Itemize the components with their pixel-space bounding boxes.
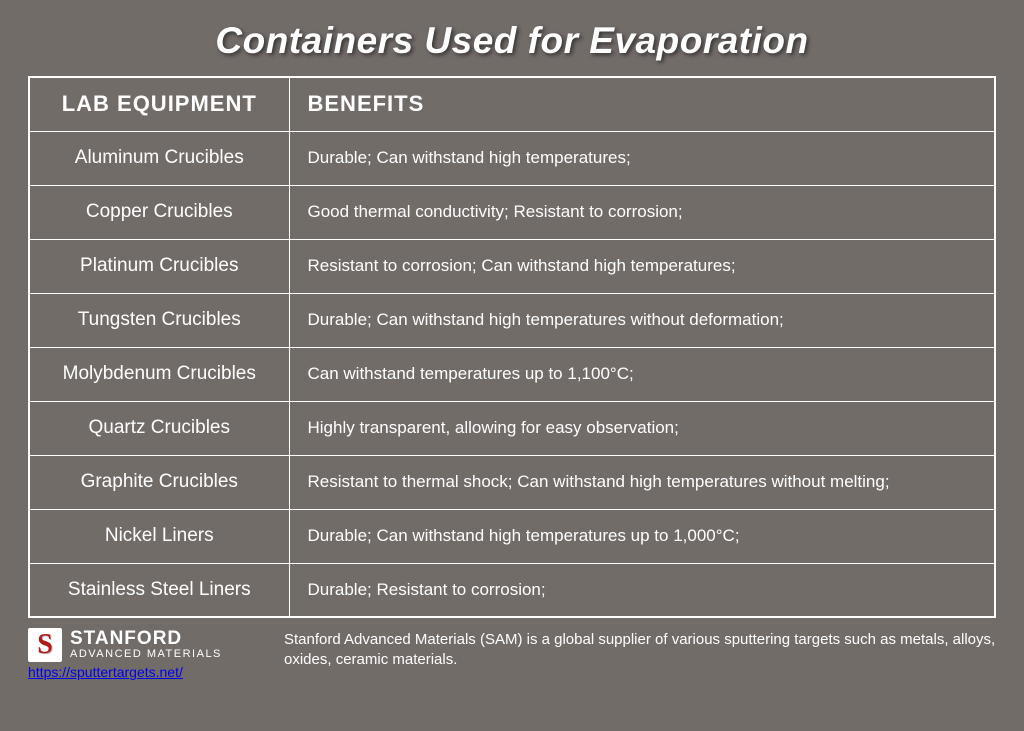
footer: S STANFORD ADVANCED MATERIALS https://sp…	[28, 628, 996, 680]
brand-block: S STANFORD ADVANCED MATERIALS https://sp…	[28, 628, 248, 680]
col-header-equipment: LAB EQUIPMENT	[29, 77, 289, 131]
page: Containers Used for Evaporation LAB EQUI…	[0, 0, 1024, 731]
cell-benefits: Highly transparent, allowing for easy ob…	[289, 401, 995, 455]
cell-benefits: Resistant to corrosion; Can withstand hi…	[289, 239, 995, 293]
table-row: Stainless Steel Liners Durable; Resistan…	[29, 563, 995, 617]
col-header-benefits: BENEFITS	[289, 77, 995, 131]
cell-benefits: Durable; Can withstand high temperatures…	[289, 131, 995, 185]
cell-equipment: Molybdenum Crucibles	[29, 347, 289, 401]
cell-equipment: Graphite Crucibles	[29, 455, 289, 509]
table-row: Quartz Crucibles Highly transparent, all…	[29, 401, 995, 455]
cell-benefits: Resistant to thermal shock; Can withstan…	[289, 455, 995, 509]
brand-text: STANFORD ADVANCED MATERIALS	[70, 629, 222, 660]
footer-description: Stanford Advanced Materials (SAM) is a g…	[284, 628, 996, 671]
table-row: Aluminum Crucibles Durable; Can withstan…	[29, 131, 995, 185]
cell-equipment: Aluminum Crucibles	[29, 131, 289, 185]
brand-url-link[interactable]: https://sputtertargets.net/	[28, 664, 248, 680]
cell-benefits: Durable; Resistant to corrosion;	[289, 563, 995, 617]
cell-equipment: Quartz Crucibles	[29, 401, 289, 455]
table-row: Nickel Liners Durable; Can withstand hig…	[29, 509, 995, 563]
table-header-row: LAB EQUIPMENT BENEFITS	[29, 77, 995, 131]
brand-row: S STANFORD ADVANCED MATERIALS	[28, 628, 248, 662]
cell-benefits: Can withstand temperatures up to 1,100°C…	[289, 347, 995, 401]
table-row: Copper Crucibles Good thermal conductivi…	[29, 185, 995, 239]
cell-equipment: Copper Crucibles	[29, 185, 289, 239]
cell-equipment: Platinum Crucibles	[29, 239, 289, 293]
cell-equipment: Nickel Liners	[29, 509, 289, 563]
cell-benefits: Durable; Can withstand high temperatures…	[289, 509, 995, 563]
table-row: Molybdenum Crucibles Can withstand tempe…	[29, 347, 995, 401]
brand-subtitle: ADVANCED MATERIALS	[70, 649, 222, 661]
cell-benefits: Durable; Can withstand high temperatures…	[289, 293, 995, 347]
table-row: Platinum Crucibles Resistant to corrosio…	[29, 239, 995, 293]
equipment-table: LAB EQUIPMENT BENEFITS Aluminum Crucible…	[28, 76, 996, 618]
brand-logo-icon: S	[28, 628, 62, 662]
brand-name: STANFORD	[70, 629, 222, 649]
cell-benefits: Good thermal conductivity; Resistant to …	[289, 185, 995, 239]
table-row: Tungsten Crucibles Durable; Can withstan…	[29, 293, 995, 347]
cell-equipment: Stainless Steel Liners	[29, 563, 289, 617]
table-row: Graphite Crucibles Resistant to thermal …	[29, 455, 995, 509]
page-title: Containers Used for Evaporation	[28, 20, 996, 62]
cell-equipment: Tungsten Crucibles	[29, 293, 289, 347]
